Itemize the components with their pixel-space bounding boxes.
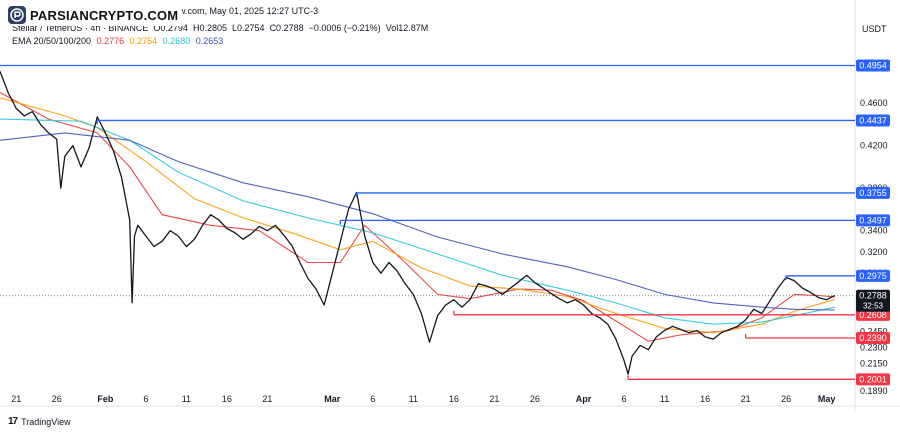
y-tick-label: 0.3200: [860, 247, 888, 257]
x-tick-label: May: [818, 394, 836, 404]
last-price-label: 0.2788: [859, 291, 887, 301]
x-tick-label: Apr: [576, 394, 592, 404]
close-value: C0.2788: [269, 23, 304, 33]
footer: 17 TradingView: [0, 412, 900, 432]
x-tick-label: 6: [143, 394, 148, 404]
x-tick-label: 21: [262, 394, 272, 404]
y-tick-label: 0.1890: [860, 386, 888, 396]
x-tick-label: 11: [660, 394, 669, 404]
level-label-box-6: [856, 308, 890, 321]
price-line: [0, 71, 835, 375]
ema200-value: 0.2653: [195, 36, 224, 46]
ema-legend[interactable]: EMA 20/50/100/200 0.2776 0.2754 0.2680 0…: [12, 36, 226, 46]
x-tick-label: 11: [409, 394, 418, 404]
level-label-2: 0.4437: [859, 115, 887, 125]
high-value: H0.2805: [192, 23, 227, 33]
x-tick-label: Mar: [324, 394, 341, 404]
y-tick-label: 0.4600: [860, 98, 888, 108]
x-tick-label: 16: [449, 394, 459, 404]
ema50-value: 0.2754: [129, 36, 158, 46]
level-label-box-5: [856, 269, 890, 282]
y-tick-label: 0.4200: [860, 141, 888, 151]
x-tick-label: 26: [52, 394, 62, 404]
low-value: L0.2754: [232, 23, 265, 33]
x-tick-label: 11: [182, 394, 191, 404]
level-label-box-4: [856, 214, 890, 227]
x-tick-label: 21: [11, 394, 21, 404]
x-tick-label: 21: [489, 394, 499, 404]
y-tick-label: 0.3400: [860, 226, 888, 236]
y-tick-label: 0.2300: [860, 343, 888, 353]
level-label-box-1: [856, 59, 890, 72]
symbol-label[interactable]: Stellar / TetherUS · 4h · BINANCE: [12, 23, 149, 33]
change-value: −0.0006 (−0.21%): [308, 23, 381, 33]
tradingview-logo-icon: 17: [8, 416, 18, 427]
source-line: tradingview.com, May 01, 2025 12:27 UTC-…: [140, 6, 318, 16]
level-label-5: 0.2975: [859, 271, 887, 281]
last-price-label-box: [856, 289, 890, 312]
x-tick-label: 6: [622, 394, 627, 404]
tradingview-logo[interactable]: 17 TradingView: [8, 416, 71, 427]
level-label-box-2: [856, 114, 890, 127]
ema100-value: 0.2680: [162, 36, 191, 46]
level-label-8: 0.2001: [859, 374, 887, 384]
ema-line-2: [0, 97, 835, 334]
x-tick-label: 16: [222, 394, 232, 404]
x-tick-label: 26: [530, 394, 540, 404]
x-tick-label: 26: [781, 394, 791, 404]
ema-label: EMA 20/50/100/200: [12, 36, 92, 46]
ema20-value: 0.2776: [96, 36, 125, 46]
level-label-1: 0.4954: [859, 61, 887, 71]
x-tick-label: 21: [741, 394, 751, 404]
tradingview-brand: TradingView: [21, 416, 71, 427]
level-label-box-8: [856, 373, 890, 386]
y-tick-label: 0.2150: [860, 358, 888, 368]
level-label-box-3: [856, 186, 890, 199]
source-text: tradingview.com, May 01, 2025 12:27 UTC-…: [140, 6, 319, 16]
level-label-7: 0.2390: [859, 333, 887, 343]
x-tick-label: Feb: [97, 394, 114, 404]
volume-value: Vol12.87M: [385, 23, 429, 33]
level-label-box-7: [856, 331, 890, 344]
level-label-4: 0.3497: [859, 215, 887, 225]
parsiancrypto-logo-icon: [8, 6, 26, 24]
watermark-text: PARSIANCRYPTO.COM: [30, 7, 179, 23]
symbol-ohlc-line: Stellar / TetherUS · 4h · BINANCE O0.279…: [12, 23, 428, 33]
level-label-6: 0.2608: [859, 310, 887, 320]
open-value: O0.2794: [153, 23, 188, 33]
ema-line-4: [0, 132, 835, 311]
x-tick-label: 6: [370, 394, 375, 404]
currency-label: USDT: [862, 24, 887, 34]
watermark-logo: PARSIANCRYPTO.COM: [8, 4, 183, 26]
x-tick-label: 16: [700, 394, 710, 404]
chart-header: tradingview.com, May 01, 2025 12:27 UTC-…: [0, 0, 855, 50]
level-label-3: 0.3755: [859, 188, 887, 198]
y-tick-label: 0.2450: [860, 327, 888, 337]
countdown-label: 32:53: [863, 302, 884, 311]
ema-line-3: [0, 118, 835, 325]
